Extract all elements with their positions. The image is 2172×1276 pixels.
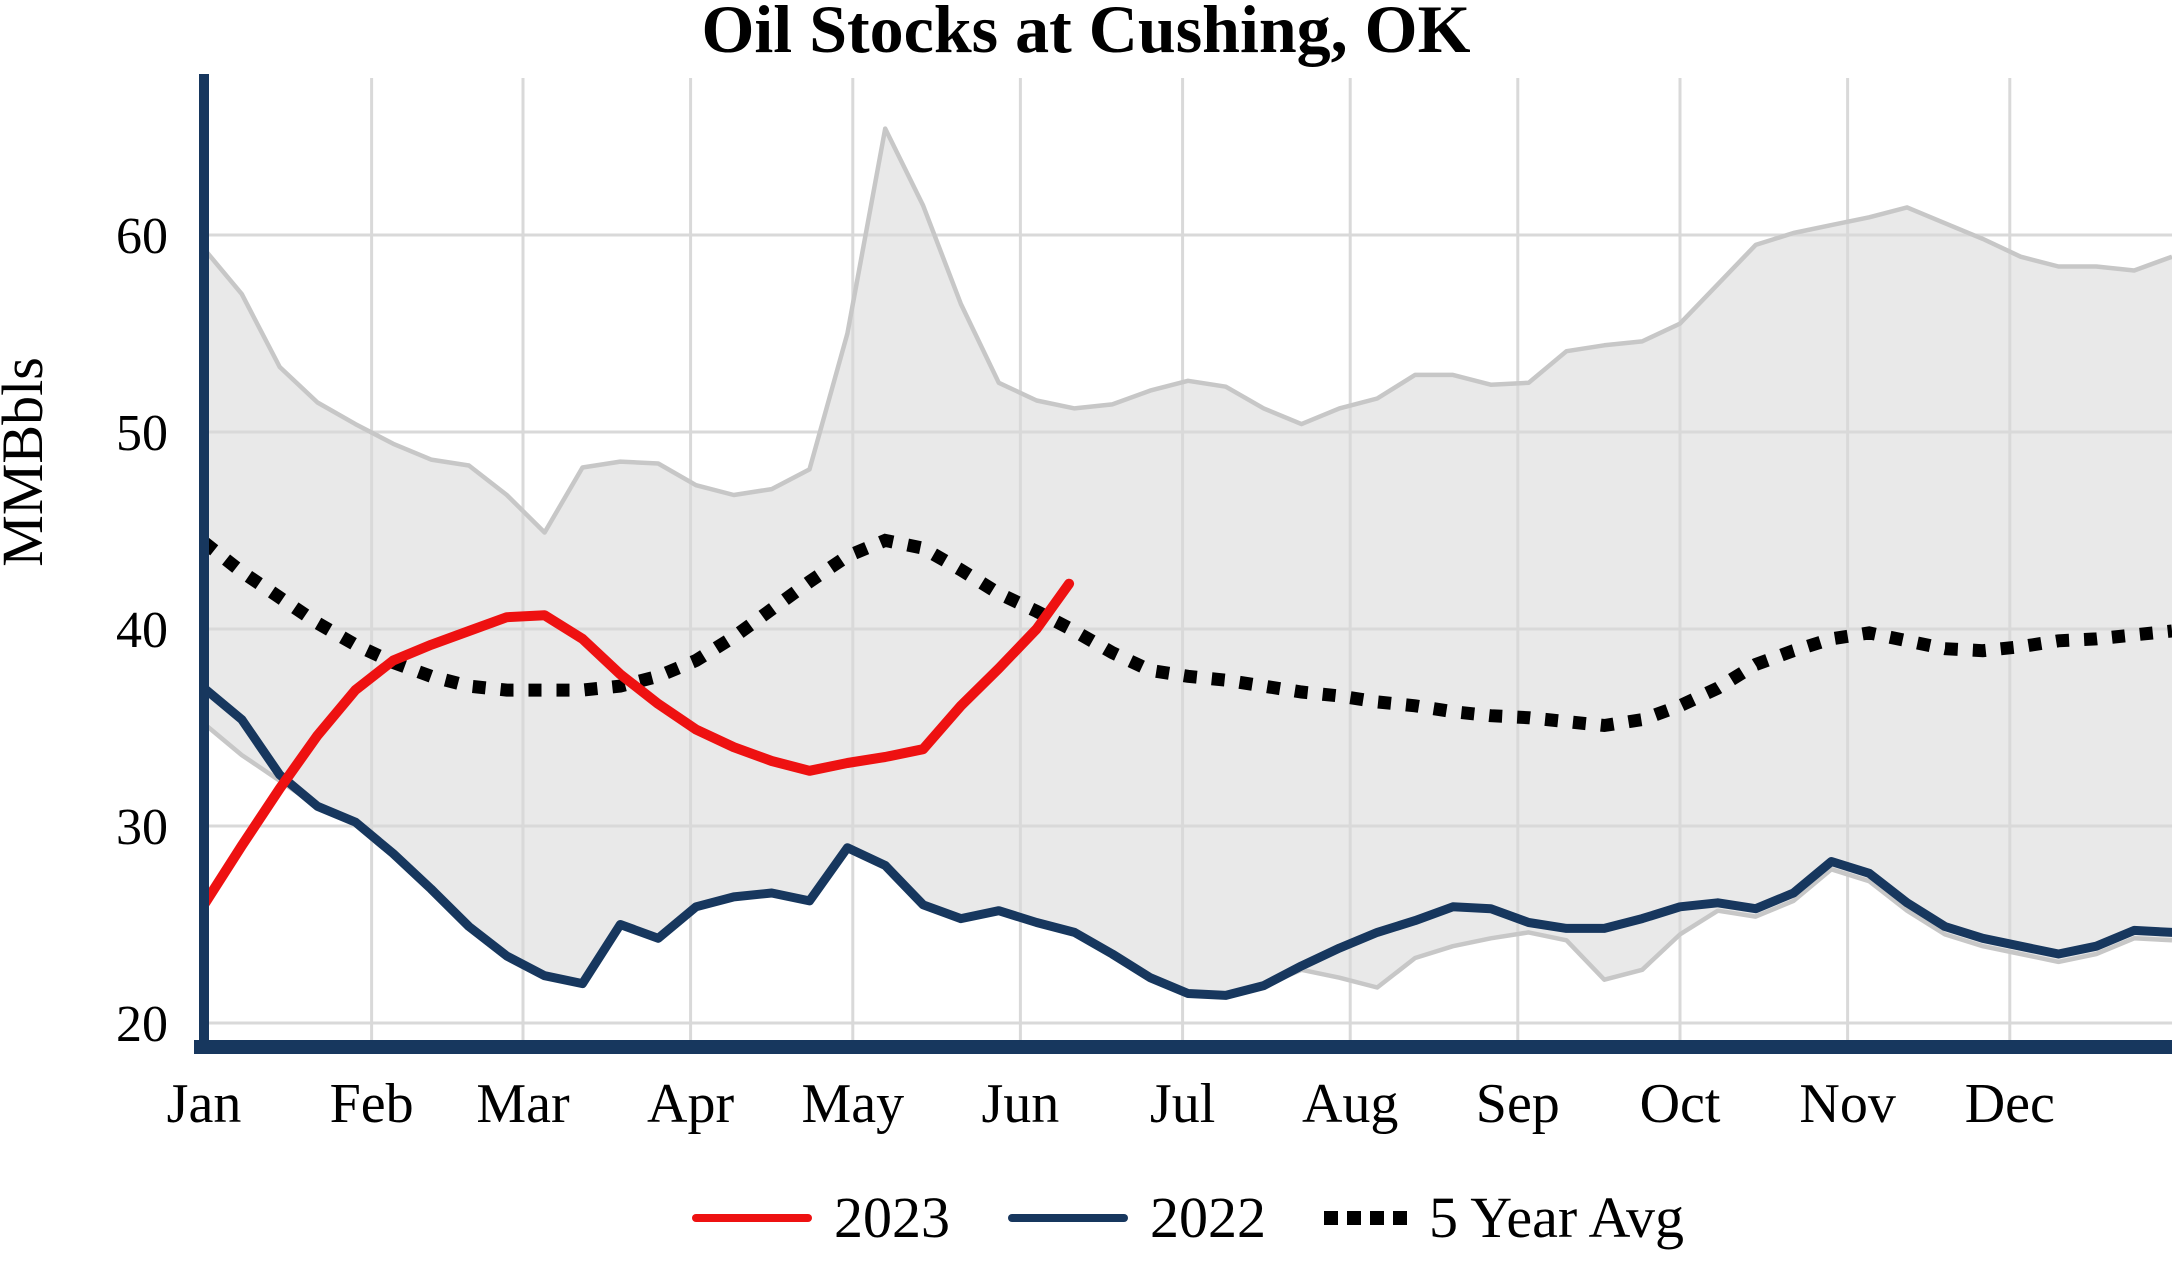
legend-dot [1369,1211,1384,1225]
y-tick-label-20: 20 [116,996,168,1053]
legend-dot [1392,1211,1407,1225]
x-tick-label-Oct: Oct [1640,1073,1721,1135]
y-tick-label-60: 60 [116,208,168,265]
x-tick-label-Sep: Sep [1476,1073,1560,1135]
x-tick-label-Jan: Jan [167,1073,242,1135]
x-tick-label-Nov: Nov [1799,1073,1895,1135]
series-line-2022 [199,683,2172,1000]
chart-title: Oil Stocks at Cushing, OK [701,0,1471,67]
band-upper-edge [202,126,2172,535]
x-tick-label-Feb: Feb [330,1073,414,1135]
legend-dot [1323,1211,1338,1225]
legend-swatch-solid-line [1007,1214,1128,1222]
y-tick-label-40: 40 [116,602,168,659]
y-tick-label-50: 50 [116,405,168,462]
x-tick-label-Jun: Jun [981,1073,1059,1135]
x-tick-label-May: May [801,1073,904,1135]
legend-label: 2022 [1149,1185,1266,1250]
legend-swatch-dotted-line [1323,1211,1407,1225]
x-tick-label-Dec: Dec [1965,1073,2055,1135]
x-tick-label-Aug: Aug [1302,1073,1398,1135]
legend-dot [1346,1211,1361,1225]
legend-swatch-solid-line [691,1214,812,1222]
x-tick-label-Jul: Jul [1150,1073,1215,1135]
series-line-5-year-avg [199,533,2172,733]
x-tick-label-Mar: Mar [476,1073,570,1135]
y-tick-label-30: 30 [116,799,168,856]
x-tick-label-Apr: Apr [647,1073,734,1135]
legend: 2023 2022 5 Year Avg [204,1168,2172,1268]
legend-item-2023: 2023 [691,1185,950,1250]
series-line-2023 [199,578,1075,910]
legend-item-5-year-avg: 5 Year Avg [1323,1185,1685,1250]
y-axis-title: MMBbls [0,357,55,567]
legend-label: 5 Year Avg [1428,1185,1685,1250]
five-year-range-band [204,128,2172,996]
legend-label: 2023 [833,1185,950,1250]
legend-item-2022: 2022 [1007,1185,1266,1250]
